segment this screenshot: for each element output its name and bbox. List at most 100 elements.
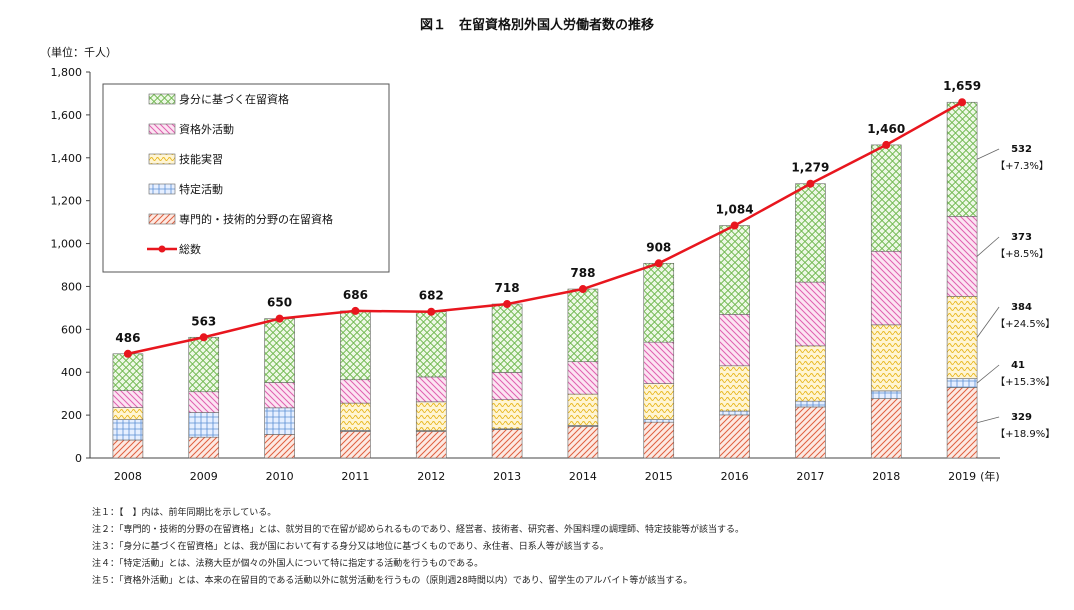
bar-segment — [112, 419, 144, 441]
bar-segment — [719, 414, 750, 459]
total-data-label: 1,279 — [791, 161, 829, 175]
bar-segment — [643, 421, 675, 459]
total-data-label: 908 — [646, 240, 671, 254]
y-tick-label: 1,000 — [51, 238, 83, 251]
annotation-value: 532 — [1011, 144, 1032, 155]
bar-segment — [112, 390, 144, 408]
chart-title: 図１ 在留資格別外国人労働者数の推移 — [419, 18, 654, 33]
x-tick-label: 2013 — [493, 470, 521, 483]
unit-label: （単位：千人） — [40, 46, 117, 59]
bar-segment — [870, 398, 902, 459]
bar-segment — [340, 431, 371, 459]
bar-segment — [719, 314, 750, 367]
total-point — [275, 314, 284, 323]
bar-segment — [112, 439, 144, 459]
bar-segment — [491, 372, 523, 400]
bar-segment — [795, 183, 826, 283]
bar-segment — [795, 345, 826, 402]
annotation-change: 【+7.3%】 — [995, 160, 1049, 172]
legend-swatch — [148, 183, 176, 195]
x-tick-label: 2011 — [341, 470, 369, 483]
total-point — [503, 300, 512, 309]
y-tick-label: 400 — [61, 366, 82, 379]
total-point — [199, 333, 208, 342]
x-tick-label: 2018 — [872, 470, 900, 483]
annotation-leader — [976, 364, 1000, 384]
bar-segment — [188, 391, 220, 413]
total-point — [123, 349, 132, 358]
bar-segment — [567, 288, 599, 363]
total-point — [654, 259, 663, 268]
annotation-change: 【+15.3%】 — [995, 376, 1055, 388]
note-2: 注２：「専門的・技術的分野の在留資格」とは、就労目的で在留が認められるものであり… — [92, 525, 745, 535]
note-3: 注３：「身分に基づく在留資格」とは、我が国において有する身分又は地位に基づくもの… — [92, 542, 609, 552]
legend-label: 資格外活動 — [179, 122, 234, 136]
total-point — [427, 307, 436, 316]
x-tick-label: 2014 — [569, 470, 597, 483]
total-data-label: 682 — [419, 289, 444, 303]
legend-label: 技能実習 — [179, 152, 223, 166]
bar-segment — [795, 406, 826, 459]
bar-segment — [340, 379, 371, 404]
total-point — [958, 98, 967, 107]
total-data-label: 650 — [267, 296, 292, 310]
bar-segment — [491, 399, 523, 430]
x-tick-label: 2008 — [114, 470, 142, 483]
bar-segment — [188, 412, 220, 438]
bar-segment — [870, 250, 902, 326]
total-data-label: 486 — [115, 331, 140, 345]
legend-label: 身分に基づく在留資格 — [179, 92, 289, 106]
notes-section: 注１：【 】内は、前年同期比を示している。 注２：「専門的・技術的分野の在留資格… — [92, 505, 744, 590]
bar-segment — [946, 101, 978, 217]
bar-segment — [719, 225, 750, 315]
annotation-leader — [976, 148, 1000, 160]
bar-segment — [264, 434, 295, 459]
total-data-label: 788 — [570, 266, 595, 280]
y-tick-label: 1,400 — [51, 152, 83, 165]
annotation-value: 41 — [1011, 360, 1025, 371]
total-point — [730, 221, 739, 230]
bar-segment — [340, 402, 371, 431]
annotation-change: 【+24.5%】 — [995, 318, 1055, 330]
annotation-change: 【+8.5%】 — [995, 248, 1049, 260]
total-data-label: 718 — [495, 281, 520, 295]
total-line — [127, 101, 963, 356]
bar-segment — [946, 387, 978, 459]
y-tick-label: 200 — [61, 409, 82, 422]
total-point — [882, 140, 891, 149]
bar-segment — [264, 407, 295, 435]
annotation-leader — [976, 236, 1000, 257]
bar-segment — [946, 216, 978, 297]
y-tick-label: 0 — [75, 452, 82, 465]
total-data-label: 563 — [191, 314, 216, 328]
note-5: 注５：「資格外活動」とは、本来の在留目的である活動以外に就労活動を行うもの（原則… — [92, 576, 693, 586]
bar-segment — [567, 426, 599, 459]
legend-label: 特定活動 — [179, 182, 223, 196]
total-data-label: 1,460 — [867, 122, 905, 136]
legend-swatch — [148, 213, 176, 225]
bar-segment — [719, 410, 750, 416]
stacked-bar-chart: 0 200 400 600 800 1,000 1,200 1,400 1,600 1,800 20… — [51, 66, 1056, 483]
y-tick-label: 1,600 — [51, 109, 83, 122]
bar-segment — [870, 144, 902, 252]
bar-segment — [415, 311, 447, 378]
legend-swatch — [148, 153, 176, 165]
legend-line-marker — [158, 245, 166, 253]
y-tick-label: 1,800 — [51, 66, 83, 79]
bar-segment — [643, 341, 675, 384]
legend-swatch — [148, 93, 176, 105]
bar-segment — [340, 310, 371, 381]
annotation-leader — [976, 416, 1000, 424]
bar-segment — [567, 393, 599, 426]
total-data-label: 1,659 — [943, 79, 981, 93]
note-4: 注４：「特定活動」とは、法務大臣が個々の外国人について特に指定する活動を行うもの… — [92, 559, 484, 569]
bar-segment — [946, 296, 978, 379]
annotation-leader — [976, 306, 1000, 338]
x-tick-label: 2009 — [190, 470, 218, 483]
x-tick-label: 2016 — [721, 470, 749, 483]
bar-segment — [112, 407, 144, 420]
x-tick-label: 2012 — [417, 470, 445, 483]
bar-segment — [188, 336, 220, 393]
bar-segment — [643, 262, 675, 343]
